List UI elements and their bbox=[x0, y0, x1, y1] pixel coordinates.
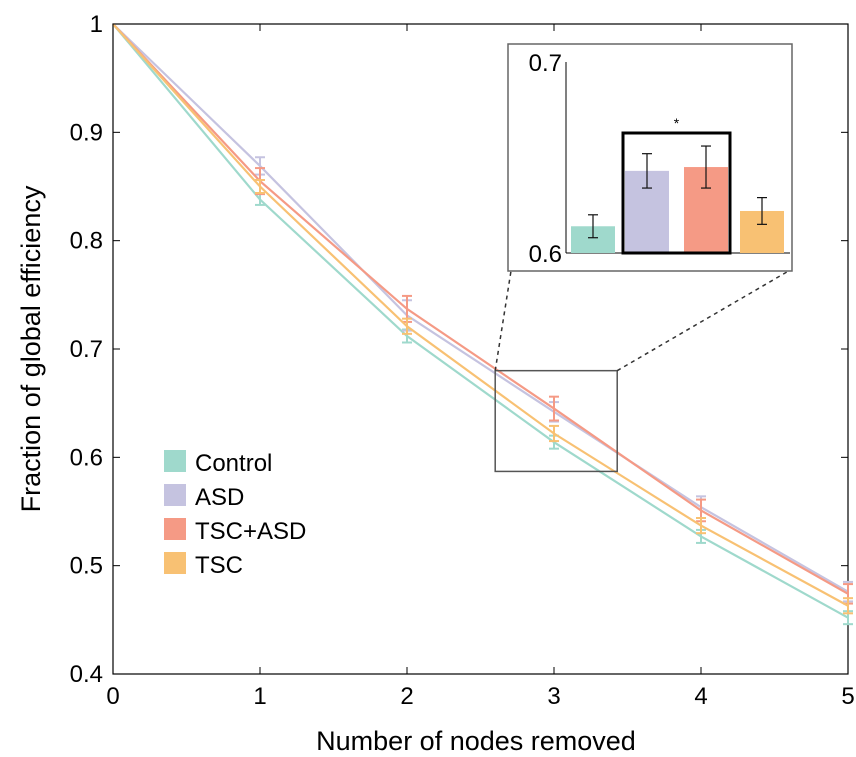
y-tick-label: 0.6 bbox=[70, 444, 103, 471]
x-tick-label: 4 bbox=[694, 683, 707, 710]
series-line-control bbox=[112, 23, 849, 619]
inset-y-tick-label: 0.7 bbox=[529, 50, 562, 77]
series-layer bbox=[112, 23, 853, 626]
x-tick-label: 3 bbox=[547, 683, 560, 710]
y-tick-label: 0.7 bbox=[70, 336, 103, 363]
legend-swatch bbox=[164, 484, 186, 506]
y-tick-label: 0.5 bbox=[70, 553, 103, 580]
zoom-box bbox=[494, 369, 618, 473]
legend-swatch bbox=[164, 518, 186, 540]
x-tick-label: 0 bbox=[106, 683, 119, 710]
legend: Control ASD TSC+ASD TSC bbox=[164, 450, 306, 579]
error-bar-tsc bbox=[696, 517, 706, 535]
series-line-tsc-asd bbox=[112, 23, 849, 595]
legend-label: TSC bbox=[195, 552, 243, 579]
x-tick-label: 5 bbox=[841, 683, 854, 710]
inset-y-tick-label: 0.6 bbox=[529, 241, 562, 268]
inset-bar-chart: 0.6 0.7 * bbox=[507, 43, 793, 272]
y-tick-label: 1 bbox=[90, 11, 103, 38]
x-tick-label: 1 bbox=[253, 683, 266, 710]
series-line-tsc bbox=[112, 23, 849, 607]
significance-box bbox=[621, 131, 732, 255]
series-line-asd bbox=[112, 23, 849, 593]
x-axis-title: Number of nodes removed bbox=[316, 726, 636, 756]
legend-label: Control bbox=[195, 450, 272, 477]
y-axis: 0.4 0.5 0.6 0.7 0.8 0.9 1 bbox=[70, 11, 848, 688]
zoom-region bbox=[494, 268, 793, 473]
error-bar-tsc bbox=[549, 424, 559, 443]
legend-label: ASD bbox=[195, 484, 244, 511]
y-axis-title: Fraction of global efficiency bbox=[16, 185, 46, 512]
error-bar-tsc bbox=[843, 597, 853, 615]
y-tick-label: 0.4 bbox=[70, 661, 103, 688]
x-tick-label: 2 bbox=[400, 683, 413, 710]
zoom-connector bbox=[616, 268, 793, 372]
y-tick-label: 0.8 bbox=[70, 228, 103, 255]
error-bar-tsc bbox=[255, 179, 265, 194]
x-axis: 0 1 2 3 4 5 bbox=[106, 24, 855, 710]
legend-label: TSC+ASD bbox=[195, 518, 306, 545]
y-tick-label: 0.9 bbox=[70, 119, 103, 146]
error-bar-tsc bbox=[402, 317, 412, 335]
zoom-connector bbox=[494, 270, 512, 371]
legend-swatch bbox=[164, 450, 186, 472]
legend-swatch bbox=[164, 552, 186, 574]
error-bar-tsc-asd bbox=[549, 395, 559, 422]
significance-label: * bbox=[674, 115, 680, 131]
